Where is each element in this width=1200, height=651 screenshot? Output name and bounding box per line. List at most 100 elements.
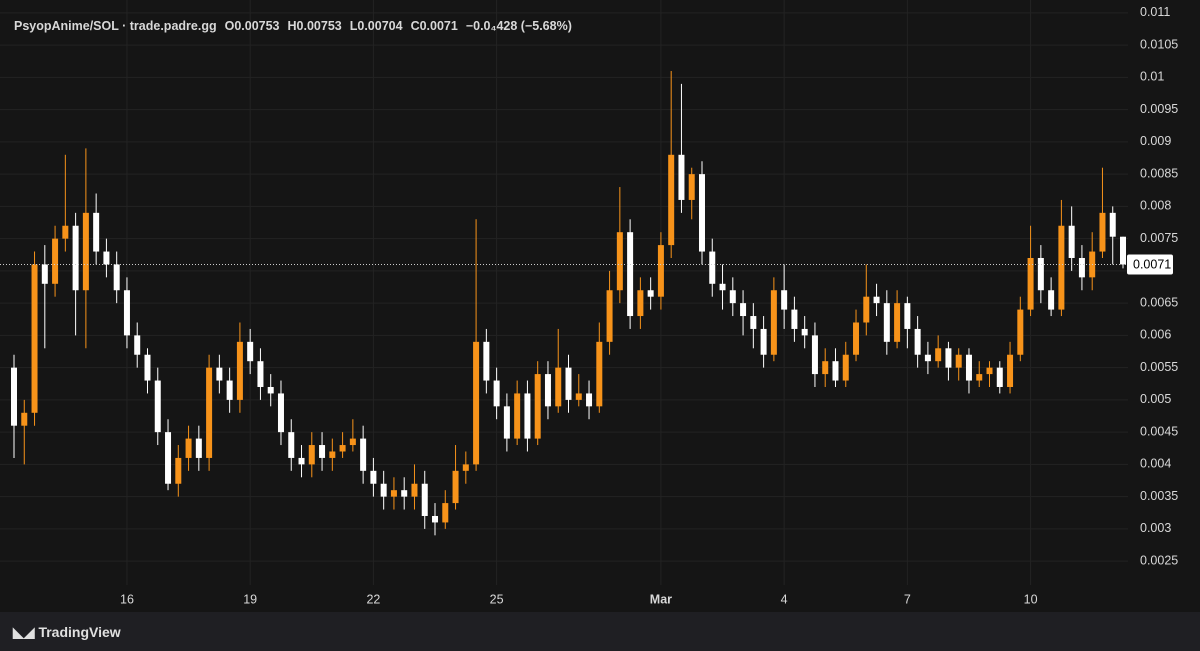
candle-body xyxy=(1017,309,1024,355)
candle-body xyxy=(976,374,983,381)
candle-body xyxy=(277,393,284,433)
candle-body xyxy=(1027,257,1034,310)
candle-body xyxy=(370,470,377,484)
symbol: PsyopAnime/SOL · trade.padre.gg xyxy=(14,19,217,33)
candle-body xyxy=(914,328,921,355)
y-tick-label: 0.0045 xyxy=(1140,424,1178,438)
candle-body xyxy=(247,341,254,362)
last-price-box xyxy=(1127,254,1173,275)
candle-body xyxy=(729,290,736,304)
candle-body xyxy=(288,432,295,458)
candle-body xyxy=(873,296,880,304)
candle-body xyxy=(811,335,818,375)
candle-body xyxy=(565,367,572,400)
candle-body xyxy=(1058,225,1065,310)
candle-body xyxy=(267,386,274,394)
candle-body xyxy=(175,457,182,484)
candle-body xyxy=(185,438,192,458)
chart-title: PsyopAnime/SOL · trade.padre.gg O0.00753 H… xyxy=(14,19,572,33)
candle-body xyxy=(216,367,223,381)
candle-body xyxy=(82,212,89,291)
candle-body xyxy=(935,348,942,362)
candle-body xyxy=(236,341,243,400)
ohlc-legend: H0.00753 xyxy=(288,19,342,33)
candle-body xyxy=(514,393,521,439)
candle-body xyxy=(134,335,141,355)
candle-body xyxy=(688,174,695,200)
candle-body xyxy=(62,225,69,239)
y-tick-label: 0.009 xyxy=(1140,134,1171,148)
candle-body xyxy=(627,232,634,317)
candle-body xyxy=(832,361,839,381)
candle-body xyxy=(668,154,675,246)
ohlc-legend: C0.0071 xyxy=(411,19,458,33)
candle-body xyxy=(986,367,993,375)
candle-body xyxy=(226,380,233,400)
candle-body xyxy=(1007,354,1014,387)
candle-body xyxy=(21,412,28,426)
candle-body xyxy=(637,290,644,317)
candle-body xyxy=(657,245,664,297)
candle-body xyxy=(1037,257,1044,291)
y-tick-label: 0.008 xyxy=(1140,199,1171,213)
y-tick-label: 0.0105 xyxy=(1140,37,1178,51)
candle-body xyxy=(206,367,213,458)
candle-body xyxy=(165,432,172,484)
candle-body xyxy=(606,290,613,342)
candle-body xyxy=(760,328,767,355)
candle-body xyxy=(31,264,38,413)
x-tick-label: 10 xyxy=(1024,592,1038,606)
candle-body xyxy=(349,438,356,446)
ohlc-legend: L0.00704 xyxy=(350,19,403,33)
candle-body xyxy=(432,515,439,523)
y-tick-label: 0.0085 xyxy=(1140,166,1178,180)
candle-body xyxy=(493,380,500,407)
y-tick-label: 0.005 xyxy=(1140,392,1171,406)
candle-body xyxy=(401,490,408,497)
candle-body xyxy=(965,354,972,381)
candle-body xyxy=(853,322,860,355)
candle-body xyxy=(750,316,757,329)
candle-body xyxy=(113,264,120,291)
candle-body xyxy=(195,438,202,458)
y-tick-label: 0.006 xyxy=(1140,328,1171,342)
candle-body xyxy=(781,290,788,310)
candle-body xyxy=(770,290,777,355)
candle-body xyxy=(822,361,829,375)
candle-body xyxy=(452,470,459,504)
y-tick-label: 0.004 xyxy=(1140,457,1171,471)
x-tick-label: 25 xyxy=(490,592,504,606)
candle-body xyxy=(298,457,305,465)
candle-body xyxy=(339,445,346,452)
y-tick-label: 0.0075 xyxy=(1140,231,1178,245)
y-tick-label: 0.0055 xyxy=(1140,360,1178,374)
candle-body xyxy=(894,303,901,342)
candle-body xyxy=(257,361,264,387)
candle-body xyxy=(719,283,726,291)
candle-body xyxy=(544,374,551,407)
candle-body xyxy=(72,225,79,291)
candle-body xyxy=(955,354,962,368)
candle-body xyxy=(586,393,593,407)
candle-body xyxy=(842,354,849,381)
candle-body xyxy=(11,367,17,426)
candle-body xyxy=(308,445,315,465)
x-tick-label: 19 xyxy=(243,592,257,606)
candle-body xyxy=(390,490,397,497)
candle-body xyxy=(555,367,562,407)
watermark: ◣◢ TradingView xyxy=(12,624,121,640)
y-tick-label: 0.003 xyxy=(1140,521,1171,535)
ohlc-legend: O0.00753 xyxy=(225,19,280,33)
y-tick-label: 0.0065 xyxy=(1140,295,1178,309)
candle-body xyxy=(596,341,603,407)
candle-body xyxy=(52,238,59,284)
y-tick-label: 0.01 xyxy=(1140,70,1164,84)
candle-body xyxy=(103,251,110,265)
y-tick-label: 0.0025 xyxy=(1140,553,1178,567)
candle-body xyxy=(904,303,911,329)
candle-body xyxy=(473,341,480,465)
candle-body xyxy=(1078,257,1085,278)
candle-body xyxy=(698,174,705,252)
candle-body xyxy=(1099,212,1106,252)
candle-body xyxy=(945,348,952,368)
